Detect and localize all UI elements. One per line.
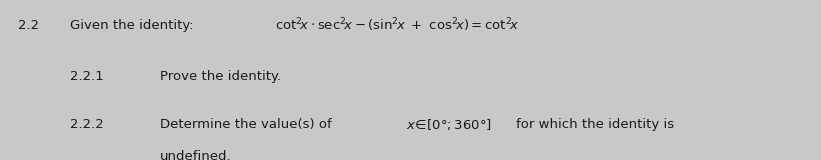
Text: Determine the value(s) of: Determine the value(s) of (160, 118, 332, 131)
Text: $\mathrm{cot}^2\!x \cdot \mathrm{sec}^2\!x - (\mathrm{sin}^2\!x\ +\ \mathrm{cos}: $\mathrm{cot}^2\!x \cdot \mathrm{sec}^2\… (275, 17, 520, 34)
Text: for which the identity is: for which the identity is (516, 118, 674, 131)
Text: 2.2.1: 2.2.1 (70, 70, 103, 83)
Text: Prove the identity.: Prove the identity. (160, 70, 282, 83)
Text: 2.2.2: 2.2.2 (70, 118, 103, 131)
Text: undefined.: undefined. (160, 150, 232, 160)
Text: 2.2: 2.2 (18, 19, 39, 32)
Text: Given the identity:: Given the identity: (70, 19, 194, 32)
Text: $x\!\in\![0°;360°]$: $x\!\in\![0°;360°]$ (406, 117, 493, 132)
